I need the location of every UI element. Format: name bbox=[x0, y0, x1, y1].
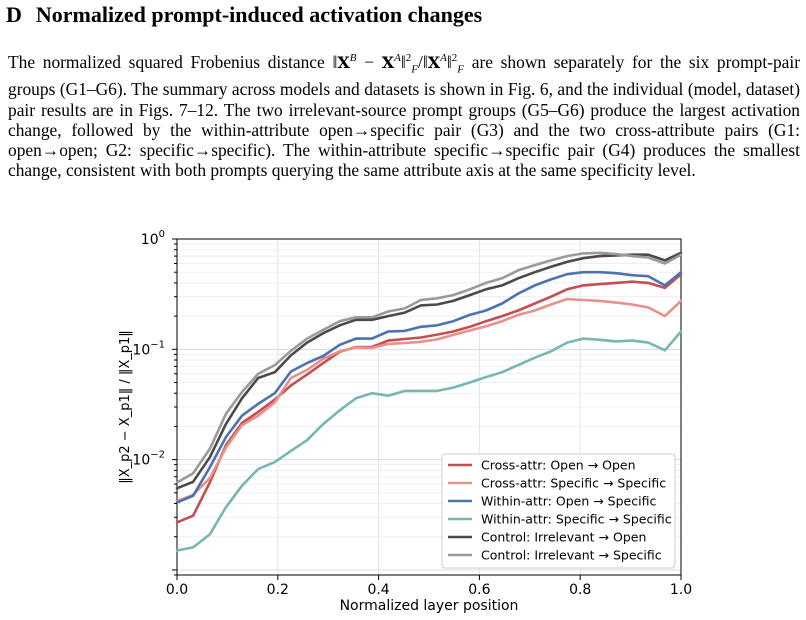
x-tick-label: 0.2 bbox=[267, 582, 289, 598]
y-axis-label: ‖X_p2 − X_p1‖ / ‖X_p1‖ bbox=[118, 330, 133, 484]
series-line bbox=[175, 251, 683, 484]
series-line bbox=[175, 272, 683, 524]
paragraph-intro: The normalized squared Frobenius distanc… bbox=[8, 51, 325, 72]
x-axis-label: Normalized layer position bbox=[340, 598, 519, 614]
series-line bbox=[175, 297, 683, 503]
section-title: Normalized prompt-induced activation cha… bbox=[35, 2, 483, 27]
x-tick-label: 0.8 bbox=[569, 582, 591, 598]
paragraph-body: are shown separately for the six prompt-… bbox=[8, 51, 800, 181]
series-lines bbox=[175, 251, 683, 552]
body-paragraph: The normalized squared Frobenius distanc… bbox=[8, 48, 800, 180]
frobenius-formula: ‖XB − XA‖2F/‖XA‖2F bbox=[332, 51, 464, 76]
legend-label: Cross-attr: Open → Open bbox=[481, 458, 636, 473]
series-line bbox=[175, 330, 683, 552]
legend-label: Cross-attr: Specific → Specific bbox=[481, 476, 666, 491]
legend: Cross-attr: Open → Open Cross-attr: Speci… bbox=[441, 453, 676, 569]
legend-label: Control: Irrelevant → Open bbox=[481, 530, 646, 545]
series-line bbox=[175, 251, 683, 490]
series-line bbox=[175, 270, 683, 504]
legend-label: Within-attr: Specific → Specific bbox=[481, 512, 672, 527]
y-tick-label: 10−2 bbox=[132, 450, 165, 469]
section-heading: D Normalized prompt-induced activation ch… bbox=[6, 2, 482, 28]
x-tick-label: 0.0 bbox=[166, 582, 188, 598]
x-tick-label: 1.0 bbox=[670, 582, 692, 598]
axes: 0.0 0.2 0.4 0.6 0.8 1.0 10−2 10−1 100 bbox=[132, 229, 692, 598]
legend-label: Control: Irrelevant → Specific bbox=[481, 548, 662, 563]
y-tick-label: 100 bbox=[141, 229, 165, 248]
legend-label: Within-attr: Open → Specific bbox=[481, 494, 656, 509]
x-tick-label: 0.6 bbox=[468, 582, 490, 598]
section-number: D bbox=[6, 2, 22, 27]
x-tick-label: 0.4 bbox=[367, 582, 389, 598]
y-tick-label: 10−1 bbox=[132, 339, 165, 358]
legend-box bbox=[441, 453, 676, 569]
